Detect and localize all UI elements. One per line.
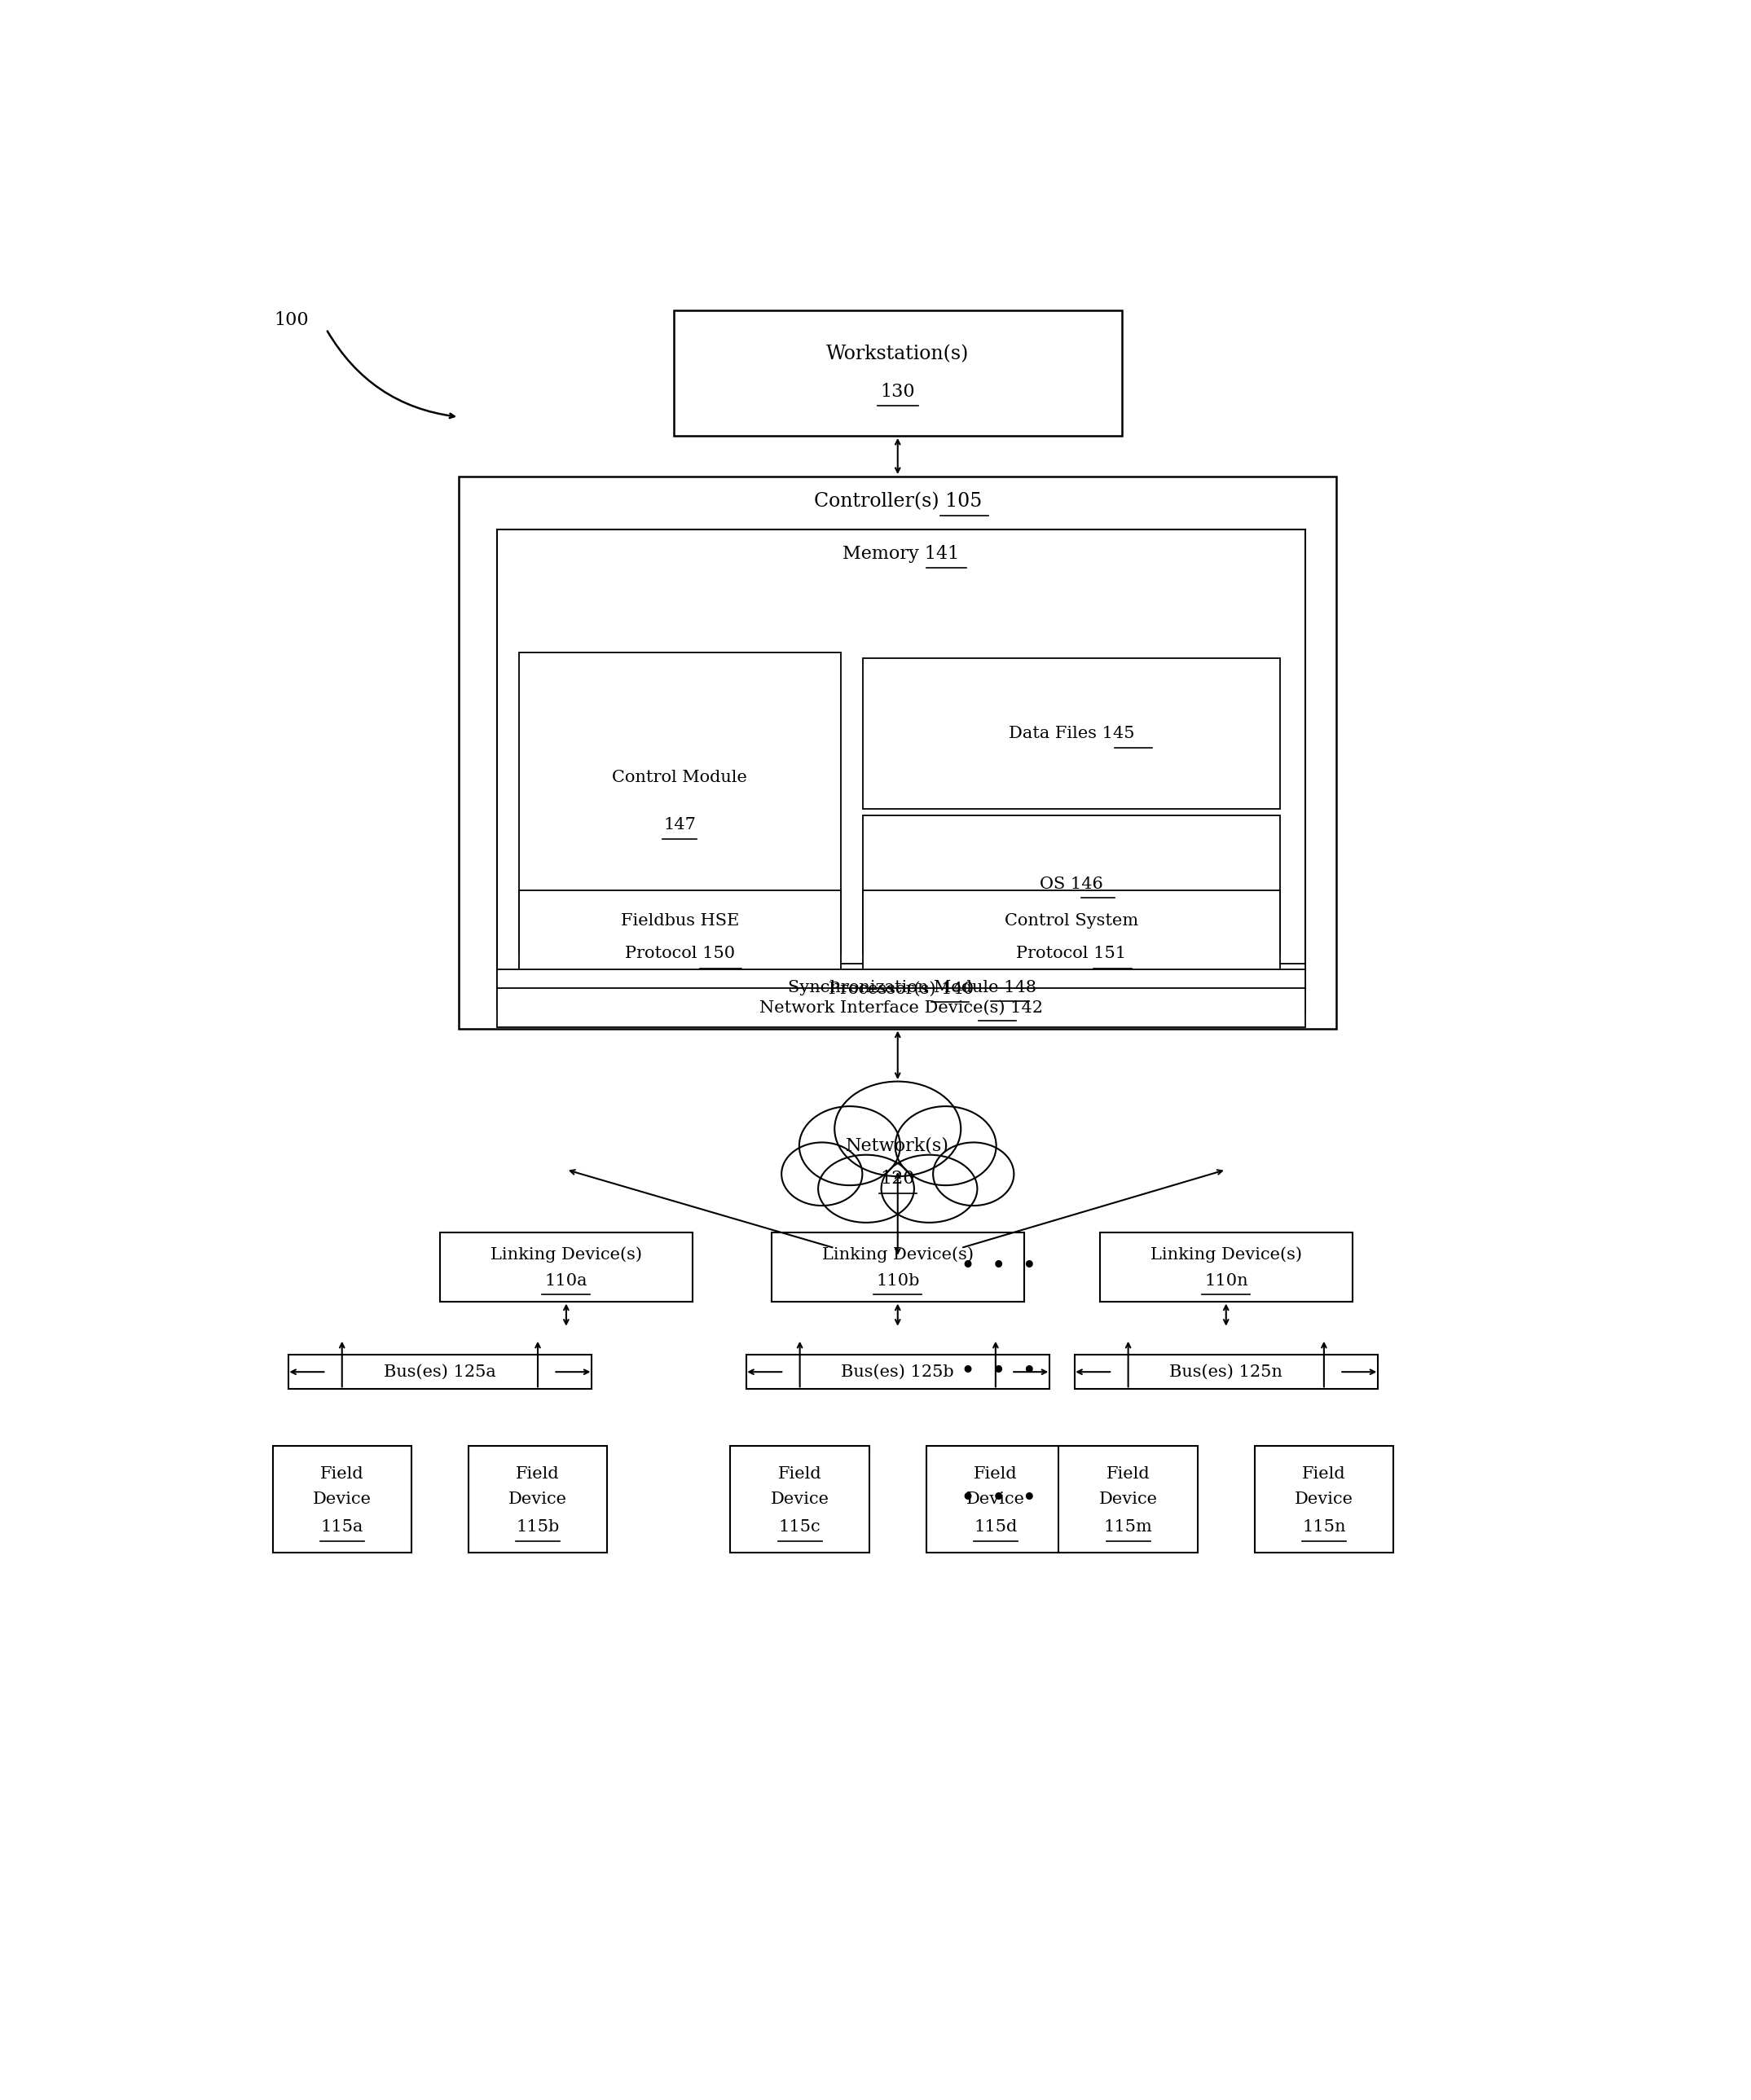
FancyBboxPatch shape [459, 477, 1336, 1029]
Text: Protocol 151: Protocol 151 [1016, 947, 1126, 962]
Text: 120: 120 [881, 1170, 916, 1189]
FancyBboxPatch shape [863, 890, 1280, 985]
Text: Bus(es) 125a: Bus(es) 125a [383, 1365, 496, 1380]
Text: 100: 100 [275, 311, 308, 330]
FancyBboxPatch shape [746, 1354, 1049, 1390]
FancyBboxPatch shape [497, 970, 1304, 1008]
Text: OS 146: OS 146 [1040, 876, 1103, 892]
Text: Network Interface Device(s) 142: Network Interface Device(s) 142 [760, 1000, 1042, 1016]
Text: •  •  •: • • • [961, 1359, 1037, 1384]
FancyBboxPatch shape [497, 989, 1304, 1027]
FancyBboxPatch shape [518, 964, 1304, 1010]
Text: 110a: 110a [545, 1273, 588, 1289]
Text: Processor(s) 140: Processor(s) 140 [828, 981, 974, 997]
FancyBboxPatch shape [497, 529, 1304, 987]
Text: Field: Field [777, 1466, 821, 1483]
FancyBboxPatch shape [772, 1233, 1024, 1302]
Text: Field: Field [1107, 1466, 1150, 1483]
FancyBboxPatch shape [468, 1445, 608, 1552]
FancyBboxPatch shape [1075, 1354, 1378, 1390]
Text: Bus(es) 125b: Bus(es) 125b [840, 1365, 954, 1380]
Ellipse shape [781, 1142, 861, 1205]
FancyBboxPatch shape [273, 1445, 411, 1552]
FancyBboxPatch shape [730, 1445, 868, 1552]
Text: Workstation(s): Workstation(s) [826, 344, 968, 363]
FancyBboxPatch shape [1059, 1445, 1198, 1552]
Text: Device: Device [1294, 1491, 1354, 1506]
FancyBboxPatch shape [1254, 1445, 1394, 1552]
Text: Linking Device(s): Linking Device(s) [490, 1245, 643, 1262]
Text: Controller(s) 105: Controller(s) 105 [814, 491, 982, 510]
FancyBboxPatch shape [926, 1445, 1065, 1552]
Text: Field: Field [517, 1466, 560, 1483]
Text: Synchronization Module 148: Synchronization Module 148 [788, 981, 1037, 995]
FancyBboxPatch shape [440, 1233, 692, 1302]
Ellipse shape [818, 1155, 914, 1222]
FancyBboxPatch shape [863, 659, 1280, 808]
Text: 110b: 110b [876, 1273, 919, 1289]
Text: 115a: 115a [320, 1520, 364, 1535]
Ellipse shape [881, 1155, 977, 1222]
Text: Device: Device [770, 1491, 830, 1506]
Text: Device: Device [508, 1491, 567, 1506]
Text: 130: 130 [881, 382, 916, 401]
FancyBboxPatch shape [518, 890, 840, 985]
Ellipse shape [835, 1082, 961, 1176]
FancyBboxPatch shape [1100, 1233, 1352, 1302]
Text: 110n: 110n [1205, 1273, 1248, 1289]
FancyBboxPatch shape [674, 311, 1122, 437]
FancyBboxPatch shape [518, 653, 840, 953]
Text: Linking Device(s): Linking Device(s) [821, 1245, 974, 1262]
Text: 115c: 115c [779, 1520, 821, 1535]
Text: Device: Device [967, 1491, 1024, 1506]
FancyBboxPatch shape [289, 1354, 592, 1390]
Text: Field: Field [974, 1466, 1017, 1483]
Text: 115n: 115n [1303, 1520, 1347, 1535]
Text: •  •  •: • • • [961, 1254, 1037, 1279]
Text: Control System: Control System [1005, 914, 1138, 928]
Text: •  •  •: • • • [961, 1487, 1037, 1512]
Text: Memory 141: Memory 141 [842, 544, 960, 563]
Text: 115m: 115m [1103, 1520, 1152, 1535]
Text: 147: 147 [664, 817, 697, 832]
Text: 115b: 115b [517, 1520, 560, 1535]
Text: Network(s): Network(s) [846, 1136, 949, 1155]
FancyBboxPatch shape [863, 815, 1280, 953]
Text: Data Files 145: Data Files 145 [1009, 727, 1135, 741]
Text: Device: Device [1100, 1491, 1157, 1506]
Text: Bus(es) 125n: Bus(es) 125n [1170, 1365, 1283, 1380]
Text: Linking Device(s): Linking Device(s) [1150, 1245, 1301, 1262]
Text: Field: Field [320, 1466, 364, 1483]
Text: Control Module: Control Module [613, 771, 748, 785]
Text: Fieldbus HSE: Fieldbus HSE [620, 914, 739, 928]
Text: 115d: 115d [974, 1520, 1017, 1535]
Ellipse shape [933, 1142, 1014, 1205]
Text: Device: Device [313, 1491, 371, 1506]
Ellipse shape [798, 1107, 900, 1184]
Ellipse shape [895, 1107, 996, 1184]
Text: Protocol 150: Protocol 150 [625, 947, 735, 962]
Text: Field: Field [1303, 1466, 1347, 1483]
